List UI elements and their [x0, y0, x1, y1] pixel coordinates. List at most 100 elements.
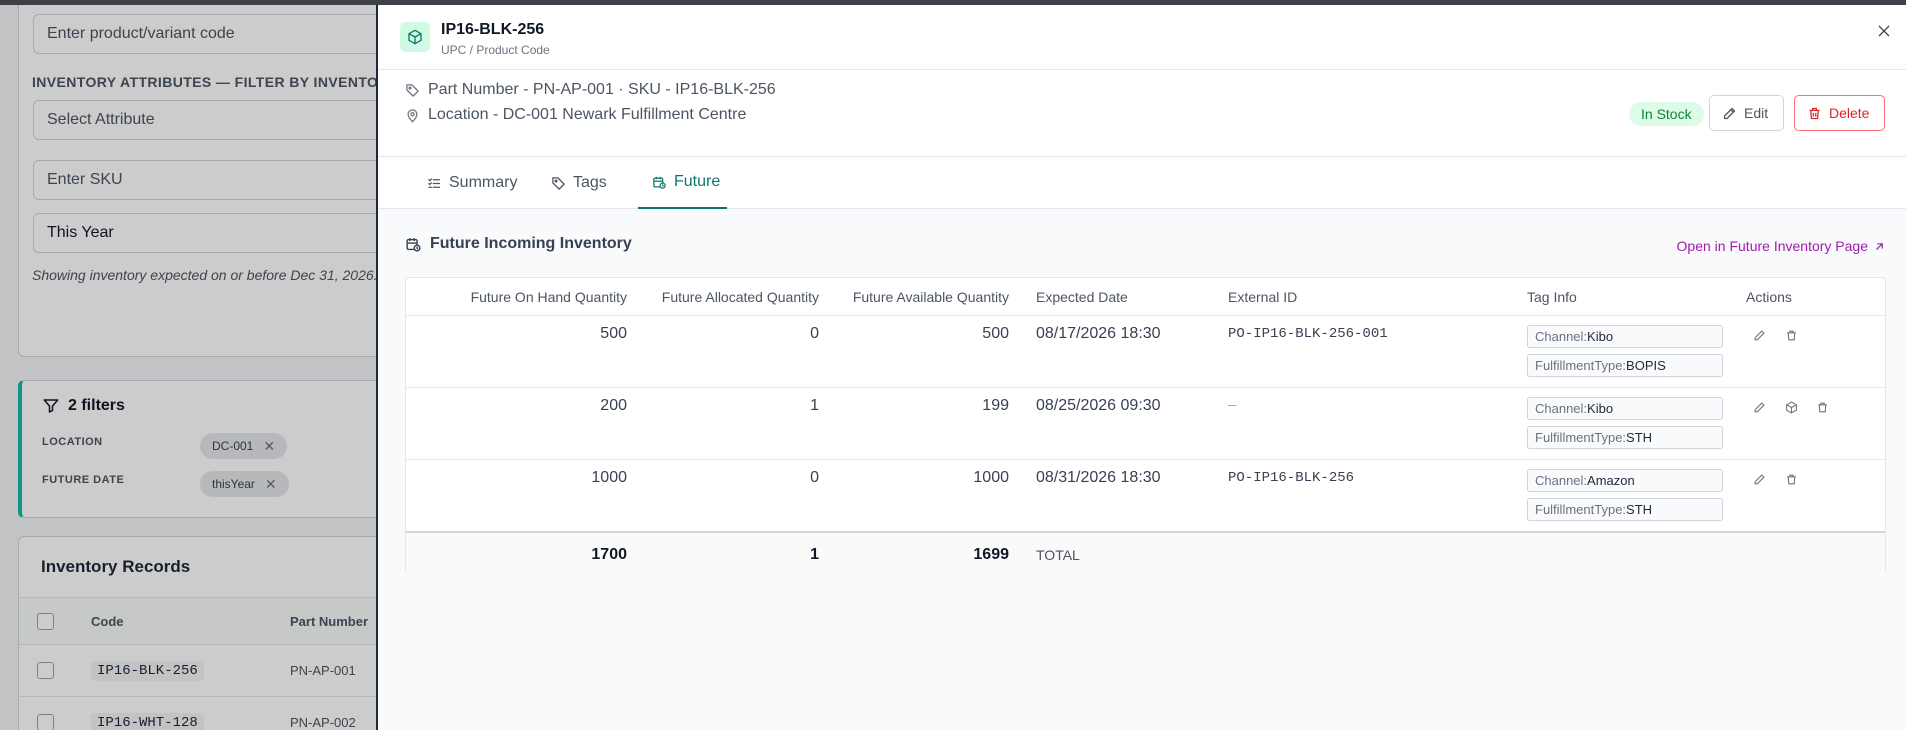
table-row[interactable]: IP16-BLK-256 PN-AP-001: [19, 645, 437, 697]
tag-chip: Channel: Kibo: [1527, 397, 1723, 420]
panel-title: Future Incoming Inventory: [405, 235, 632, 253]
total-label: TOTAL: [1036, 546, 1080, 563]
filter-label-location: LOCATION: [42, 436, 103, 448]
tag-key: FulfillmentType:: [1535, 430, 1627, 445]
tag-icon: [406, 83, 419, 97]
row-code: IP16-WHT-128: [91, 713, 204, 730]
cell-on-hand: 200: [600, 397, 627, 414]
tag-key: Channel:: [1535, 329, 1588, 344]
records-title: Inventory Records: [41, 557, 191, 576]
tag-chip: Channel: Amazon: [1527, 469, 1723, 492]
tab-summary[interactable]: Summary: [421, 157, 523, 209]
close-icon[interactable]: ✕: [263, 437, 276, 454]
column-future-available: Future Available Quantity: [852, 288, 1009, 305]
column-part-number: Part Number: [290, 614, 369, 629]
filter-icon: [43, 399, 59, 413]
cell-available: 1000: [973, 469, 1009, 486]
status-badge: In Stock: [1629, 102, 1704, 126]
table-row: 500 0 500 08/17/2026 18:30 PO-IP16-BLK-2…: [406, 316, 1885, 388]
totals-row: 1700 1 1699 TOTAL: [406, 531, 1885, 574]
open-future-inventory-link[interactable]: Open in Future Inventory Page: [1677, 238, 1886, 254]
tab-tags[interactable]: Tags: [545, 157, 613, 209]
cell-expected-date: 08/31/2026 18:30: [1036, 469, 1161, 486]
calendar-clock-icon: [406, 237, 421, 252]
tab-future[interactable]: Future: [638, 157, 727, 209]
delete-label: Delete: [1829, 105, 1870, 121]
cell-on-hand: 1000: [591, 469, 627, 486]
cell-available: 199: [982, 397, 1009, 414]
tag-value: BOPIS: [1626, 358, 1666, 373]
future-panel: Future Incoming Inventory Open in Future…: [378, 209, 1906, 730]
filter-label-future-date: FUTURE DATE: [42, 474, 125, 486]
date-range-value: This Year: [47, 224, 114, 241]
tag-key: FulfillmentType:: [1535, 502, 1627, 517]
row-part-number: PN-AP-002: [290, 715, 356, 730]
cell-external-id: —: [1228, 398, 1237, 414]
cell-expected-date: 08/17/2026 18:30: [1036, 325, 1161, 342]
select-all-checkbox[interactable]: [37, 613, 54, 630]
edit-icon[interactable]: [1751, 399, 1767, 415]
close-icon[interactable]: [1872, 19, 1896, 43]
tag-chip: FulfillmentType: BOPIS: [1527, 354, 1723, 377]
drawer-tabs: Summary Tags Future: [378, 157, 1906, 209]
list-check-icon: [428, 178, 441, 188]
table-row[interactable]: IP16-WHT-128 PN-AP-002: [19, 697, 437, 730]
filters-title: 2 filters: [42, 397, 125, 415]
inventory-records-card: Inventory Records Code Part Number IP16-…: [18, 536, 438, 730]
drawer-title: IP16-BLK-256: [441, 21, 545, 38]
panel-title-text: Future Incoming Inventory: [430, 235, 632, 252]
location-pin-icon: [407, 108, 418, 123]
detail-drawer: IP16-BLK-256 UPC / Product Code Part Num…: [376, 5, 1906, 730]
filter-chip-location[interactable]: DC-001 ✕: [200, 433, 288, 459]
part-number-text: Part Number - PN-AP-001 · SKU - IP16-BLK…: [428, 81, 776, 98]
column-external-id: External ID: [1228, 288, 1298, 305]
row-part-number: PN-AP-001: [290, 663, 356, 678]
trash-icon[interactable]: [1814, 399, 1830, 415]
edit-icon[interactable]: [1751, 471, 1767, 487]
location-text: Location - DC-001 Newark Fulfillment Cen…: [428, 106, 747, 123]
edit-icon[interactable]: [1751, 327, 1767, 343]
calendar-clock-icon: [653, 176, 666, 189]
column-code: Code: [91, 614, 124, 629]
external-link-icon: [1876, 242, 1883, 250]
edit-label: Edit: [1744, 105, 1769, 121]
overlay-backdrop[interactable]: [0, 0, 376, 730]
column-future-allocated: Future Allocated Quantity: [661, 288, 819, 305]
attributes-label: INVENTORY ATTRIBUTES — FILTER BY INVENTO…: [32, 74, 399, 90]
cell-allocated: 0: [810, 325, 819, 342]
tab-future-label: Future: [674, 173, 721, 190]
tag-chip: FulfillmentType: STH: [1527, 498, 1723, 521]
tag-value: Amazon: [1587, 473, 1635, 488]
cell-on-hand: 500: [600, 325, 627, 342]
date-hint: Showing inventory expected on or before …: [32, 267, 378, 283]
tab-tags-label: Tags: [573, 174, 607, 191]
close-icon[interactable]: ✕: [264, 475, 277, 492]
trash-icon[interactable]: [1783, 471, 1799, 487]
delete-button[interactable]: Delete: [1794, 95, 1885, 131]
filter-chip-location-value: DC-001: [212, 439, 254, 453]
row-checkbox[interactable]: [37, 662, 54, 679]
column-actions: Actions: [1746, 288, 1792, 305]
row-code: IP16-BLK-256: [91, 661, 204, 681]
table-row: 1000 0 1000 08/31/2026 18:30 PO-IP16-BLK…: [406, 460, 1885, 532]
tag-chip: FulfillmentType: STH: [1527, 426, 1723, 449]
cell-allocated: 0: [810, 469, 819, 486]
tag-key: Channel:: [1535, 473, 1588, 488]
box-icon[interactable]: [1783, 399, 1799, 415]
tag-value: STH: [1626, 502, 1653, 517]
edit-button[interactable]: Edit: [1709, 95, 1784, 131]
row-checkbox[interactable]: [37, 714, 54, 730]
tag-chip: Channel: Kibo: [1527, 325, 1723, 348]
cell-external-id: PO-IP16-BLK-256-001: [1228, 326, 1388, 342]
top-bar: [0, 0, 1906, 5]
tag-value: STH: [1626, 430, 1653, 445]
column-tag-info: Tag Info: [1527, 288, 1577, 305]
edit-icon: [1723, 107, 1736, 119]
cell-available: 500: [982, 325, 1009, 342]
cell-expected-date: 08/25/2026 09:30: [1036, 397, 1161, 414]
trash-icon[interactable]: [1783, 327, 1799, 343]
filter-chip-future-date[interactable]: thisYear ✕: [200, 471, 289, 497]
product-code-placeholder: Enter product/variant code: [47, 25, 235, 42]
drawer-subtitle: UPC / Product Code: [441, 43, 550, 57]
drawer-info: Part Number - PN-AP-001 · SKU - IP16-BLK…: [378, 70, 1906, 157]
